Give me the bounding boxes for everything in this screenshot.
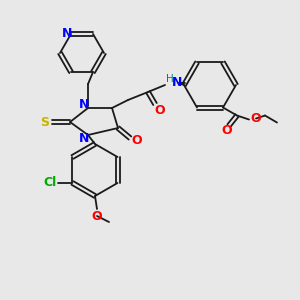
Text: H: H: [166, 74, 174, 84]
Text: O: O: [222, 124, 232, 137]
Text: S: S: [40, 116, 50, 128]
Text: O: O: [155, 103, 165, 116]
Text: N: N: [79, 98, 89, 110]
Text: O: O: [132, 134, 142, 146]
Text: N: N: [79, 133, 89, 146]
Text: O: O: [251, 112, 261, 125]
Text: Cl: Cl: [44, 176, 57, 188]
Text: N: N: [172, 76, 182, 89]
Text: N: N: [62, 27, 72, 40]
Text: O: O: [92, 209, 102, 223]
